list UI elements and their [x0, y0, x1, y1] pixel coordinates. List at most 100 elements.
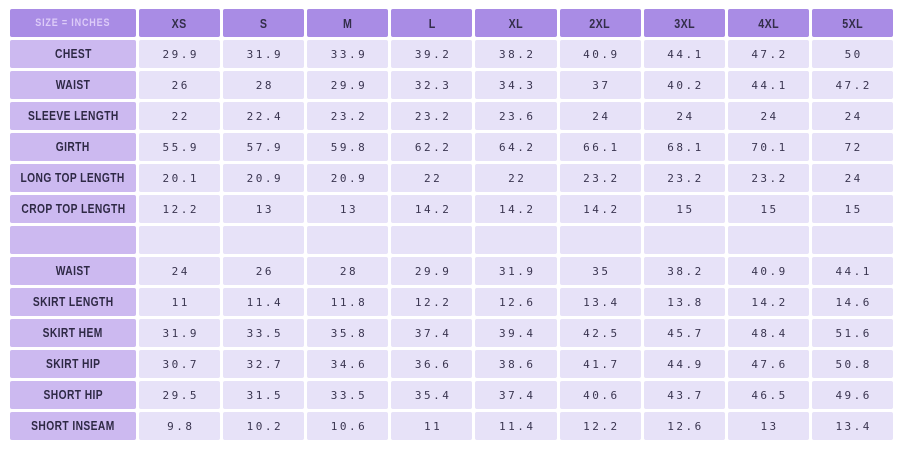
table-cell-text: 11	[424, 419, 443, 433]
table-cell: 50.8	[811, 350, 893, 378]
table-cell	[811, 226, 893, 254]
table-cell-text: 13.4	[583, 295, 620, 309]
table-cell: 12.6	[475, 288, 557, 316]
row-label-text: WAIST	[55, 264, 91, 278]
table-cell-text: 26	[171, 78, 190, 92]
table-cell-text: 24	[676, 109, 695, 123]
row-label	[10, 226, 136, 254]
table-cell: 23.2	[391, 102, 473, 130]
table-cell: 31.9	[223, 40, 305, 68]
table-cell-text: 68.1	[667, 140, 704, 154]
table-cell-text: 12.6	[498, 295, 536, 309]
table-cell	[307, 226, 389, 254]
table-cell: 22	[139, 102, 221, 130]
table-cell-text: 15	[760, 202, 779, 216]
table-cell: 14.2	[559, 195, 641, 223]
table-cell-text: 39.4	[498, 326, 536, 340]
table-cell: 47.6	[727, 350, 809, 378]
table-cell: 38.2	[475, 40, 557, 68]
table-cell: 43.7	[643, 381, 725, 409]
table-cell-text: 41.7	[583, 357, 620, 371]
table-cell-text: 35.4	[414, 388, 452, 402]
table-cell: 14.2	[727, 288, 809, 316]
table-cell: 40.2	[643, 71, 725, 99]
table-cell-text: 24	[760, 109, 779, 123]
table-cell: 33.5	[223, 319, 305, 347]
table-cell: 47.2	[811, 71, 893, 99]
table-cell-text: 23.2	[414, 109, 452, 123]
table-cell: 24	[139, 257, 221, 285]
table-cell-text: 31.9	[246, 47, 284, 61]
table-cell-text: 28	[255, 78, 275, 92]
row-label: SKIRT HIP	[10, 350, 136, 378]
table-cell-text: 11.8	[330, 295, 368, 309]
table-cell: 40.9	[559, 40, 641, 68]
column-header-s: S	[223, 9, 305, 37]
table-cell: 12.2	[139, 195, 221, 223]
table-cell: 39.2	[391, 40, 473, 68]
row-label: CHEST	[10, 40, 136, 68]
table-cell-text: 66.1	[583, 140, 620, 154]
table-cell-text: 42.5	[583, 326, 620, 340]
row-label-text: CROP TOP LENGTH	[20, 202, 126, 216]
table-cell: 33.5	[307, 381, 389, 409]
table-cell: 23.6	[475, 102, 557, 130]
table-cell: 29.5	[139, 381, 221, 409]
table-cell: 72	[811, 133, 893, 161]
table-cell-text: 11.4	[246, 295, 284, 309]
row-label-text: SKIRT HIP	[45, 357, 101, 371]
table-cell: 13	[727, 412, 809, 440]
table-cell-text: 31.9	[162, 326, 200, 340]
table-cell: 14.2	[391, 195, 473, 223]
table-cell: 40.6	[559, 381, 641, 409]
table-cell-text: 38.2	[498, 47, 536, 61]
table-cell-text: 26	[255, 264, 275, 278]
row-label-text: WAIST	[55, 78, 91, 92]
table-cell-text: 24	[592, 109, 611, 123]
table-cell: 41.7	[559, 350, 641, 378]
table-cell-text: 24	[844, 109, 863, 123]
table-cell-text: 10.6	[330, 419, 368, 433]
table-cell-text: 31.5	[246, 388, 284, 402]
table-cell: 20.9	[223, 164, 305, 192]
table-cell-text: 43.7	[667, 388, 704, 402]
table-cell: 15	[727, 195, 809, 223]
table-cell-text: 33.5	[330, 388, 368, 402]
table-cell-text: 13	[255, 202, 275, 216]
row-label-text: SKIRT HEM	[42, 326, 104, 340]
table-cell: 20.9	[307, 164, 389, 192]
table-cell-text: 22	[508, 171, 527, 185]
table-cell-text: 29.5	[162, 388, 200, 402]
table-cell-text: 11.4	[498, 419, 536, 433]
table-cell: 57.9	[223, 133, 305, 161]
table-cell-text: 44.1	[751, 78, 788, 92]
table-cell-text: 13.8	[667, 295, 704, 309]
column-header-label: S	[259, 15, 268, 31]
table-cell-text: 14.2	[751, 295, 788, 309]
table-cell: 51.6	[811, 319, 893, 347]
column-header-label: 3XL	[673, 15, 695, 31]
row-label-text: GIRTH	[56, 140, 90, 154]
table-cell: 44.1	[643, 40, 725, 68]
table-cell: 70.1	[727, 133, 809, 161]
table-cell: 13	[307, 195, 389, 223]
table-cell: 44.1	[811, 257, 893, 285]
table-cell-text: 30.7	[162, 357, 200, 371]
table-cell-text: 23.2	[667, 171, 704, 185]
table-cell: 13	[223, 195, 305, 223]
table-cell-text: 13.4	[835, 419, 872, 433]
table-cell: 24	[811, 102, 893, 130]
table-cell: 11.4	[223, 288, 305, 316]
table-cell: 33.9	[307, 40, 389, 68]
table-cell: 39.4	[475, 319, 557, 347]
table-cell-text: 40.6	[583, 388, 620, 402]
table-cell-text: 37.4	[414, 326, 452, 340]
table-cell	[223, 226, 305, 254]
table-cell-text: 50	[844, 47, 863, 61]
table-cell: 36.6	[391, 350, 473, 378]
table-title-cell: SIZE = INCHES	[10, 9, 136, 37]
table-cell-text: 59.8	[330, 140, 368, 154]
table-cell-text: 70.1	[751, 140, 788, 154]
table-cell-text: 29.9	[414, 264, 452, 278]
table-cell: 13.4	[811, 412, 893, 440]
